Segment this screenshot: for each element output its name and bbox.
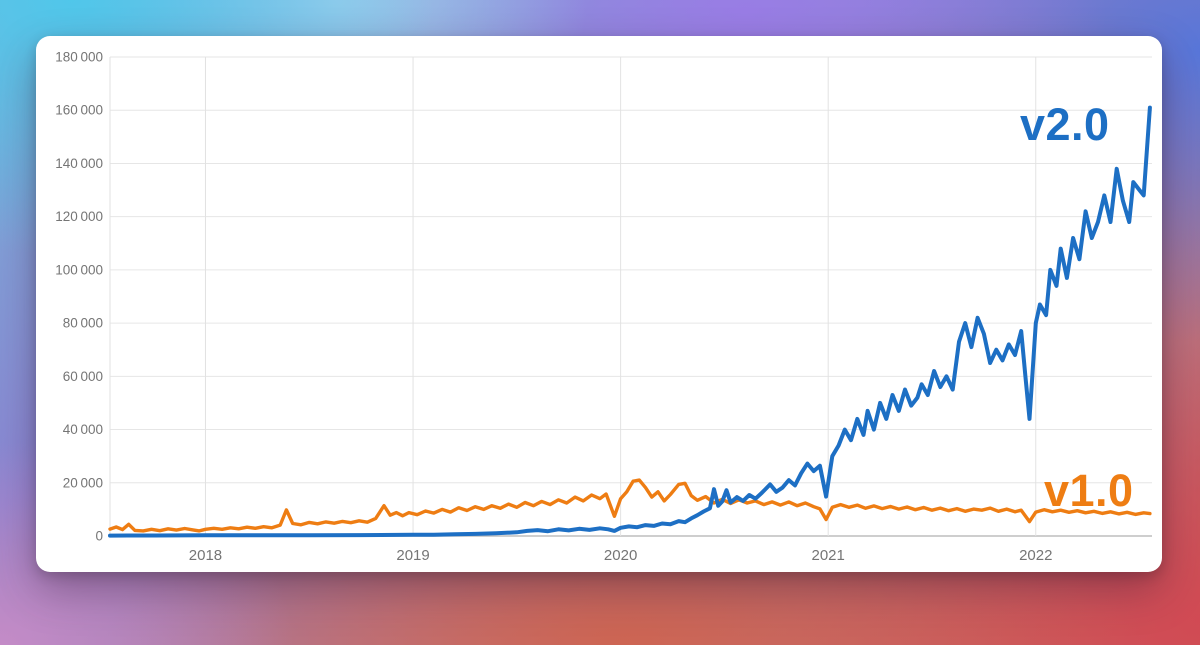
x-tick-label: 2018 <box>189 547 222 564</box>
y-tick-label: 120 000 <box>55 209 103 224</box>
y-tick-label: 40 000 <box>63 422 103 437</box>
x-tick-label: 2020 <box>604 547 637 564</box>
y-tick-label: 160 000 <box>55 103 103 118</box>
x-tick-label: 2022 <box>1019 547 1052 564</box>
y-tick-label: 180 000 <box>55 50 103 65</box>
x-tick-label: 2021 <box>812 547 845 564</box>
x-tick-label: 2019 <box>396 547 429 564</box>
series-line-v2-0 <box>108 105 1152 538</box>
series-label-v1: v1.0 <box>1044 465 1134 516</box>
y-tick-label: 60 000 <box>63 369 103 384</box>
series-label-v2: v2.0 <box>1020 99 1110 150</box>
y-tick-label: 20 000 <box>63 475 103 490</box>
series-line-v1-0 <box>108 478 1152 533</box>
y-tick-label: 0 <box>95 529 103 544</box>
y-tick-label: 100 000 <box>55 262 103 277</box>
line-chart: 0 20 000 40 000 60 000 80 000 100 000 120 000 1… <box>55 50 1152 564</box>
chart-card: 0 20 000 40 000 60 000 80 000 100 000 120 000 1… <box>36 36 1162 572</box>
y-tick-label: 140 000 <box>55 156 103 171</box>
y-tick-label: 80 000 <box>63 316 103 331</box>
